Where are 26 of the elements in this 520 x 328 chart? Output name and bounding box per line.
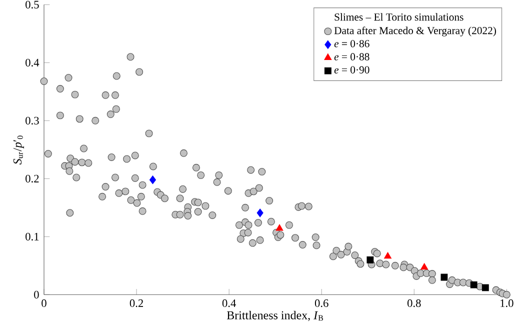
point (256, 208, 264, 218)
point (440, 274, 448, 281)
legend-label: e = 0·90 (334, 66, 370, 74)
x-tick-label: 0.8 (407, 299, 421, 308)
y-tick-label: 0 (34, 290, 39, 298)
x-tick-label: 0.4 (222, 299, 236, 308)
point (482, 284, 489, 292)
point (276, 224, 284, 231)
y-tick-label: 0.4 (26, 58, 40, 67)
legend-label: e = 0·88 (334, 53, 370, 60)
y-tick-label: 0.2 (26, 174, 39, 183)
x-tick-label: 0 (42, 299, 46, 308)
y-axis-title: S$_{ur}$/p′$_{0}$ (13, 136, 24, 164)
y-tick-label: 0.5 (26, 0, 39, 9)
y-tick-label: 0.1 (26, 232, 39, 241)
y-tick-label: 0.3 (26, 116, 39, 125)
point (149, 176, 156, 184)
point (384, 252, 392, 259)
legend-title: Slimes – El Torito simulations (334, 13, 464, 21)
legend-label: e = 0·86 (334, 40, 370, 48)
legend-label: Data after Macedo & Vergaray (2022) (334, 26, 496, 36)
x-tick-label: 0.6 (314, 299, 328, 308)
x-axis-title: Brittleness index, I$_{B}$ (226, 310, 324, 322)
x-tick-label: 0.2 (130, 299, 143, 308)
x-tick-label: 1.0 (500, 299, 514, 308)
point (420, 263, 428, 270)
